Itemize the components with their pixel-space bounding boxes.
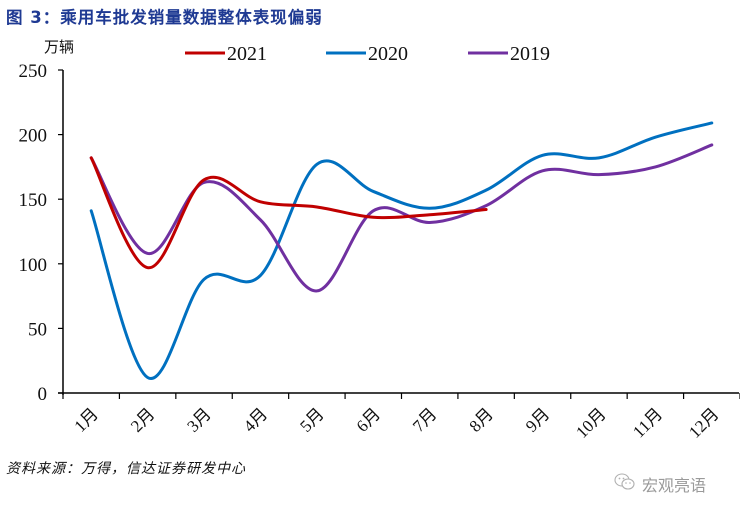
legend-label-2019: 2019: [510, 43, 550, 65]
watermark: 宏观亮语: [614, 472, 706, 496]
legend-label-2020: 2020: [368, 43, 408, 65]
source-note: 资料来源：万得，信达证券研发中心: [6, 461, 246, 477]
axes: 0 50 100 150 200 250 1月 2月 3月 4月 5月 6月 7月 8月 9月 10月 11月 1…: [19, 61, 740, 442]
y-tick-label: 100: [19, 255, 48, 276]
legend-label-2021: 2021: [227, 43, 267, 65]
x-tick-label: 4月: [240, 404, 271, 435]
x-tick-label: 11月: [629, 404, 666, 441]
figure-title: 图 3：乘用车批发销量数据整体表现偏弱: [6, 8, 323, 27]
y-tick-label: 150: [19, 190, 48, 211]
wechat-icon: [614, 472, 636, 496]
watermark-text: 宏观亮语: [642, 476, 707, 495]
series-layer: [89, 121, 714, 380]
x-tick-label: 8月: [465, 404, 496, 435]
x-tick-label: 2月: [127, 404, 158, 435]
y-tick-label: 250: [19, 61, 48, 82]
x-tick-label: 6月: [353, 404, 384, 435]
x-tick-label: 3月: [183, 404, 214, 435]
x-tick-label: 1月: [71, 404, 102, 435]
x-tick-label: 12月: [685, 404, 722, 441]
x-tick-label: 5月: [296, 404, 327, 435]
x-tick-label: 9月: [522, 404, 553, 435]
y-axis-unit-label: 万辆: [44, 38, 75, 56]
y-tick-label: 50: [28, 319, 47, 340]
legend: 2021 2020 2019: [185, 43, 550, 65]
series-line-2019: [89, 143, 714, 293]
y-tick-label: 0: [38, 384, 48, 405]
y-tick-label: 200: [19, 126, 48, 147]
series-line-2020: [89, 121, 714, 380]
x-tick-label: 7月: [409, 404, 440, 435]
x-tick-label: 10月: [572, 404, 609, 441]
series-line-2021: [89, 156, 488, 270]
